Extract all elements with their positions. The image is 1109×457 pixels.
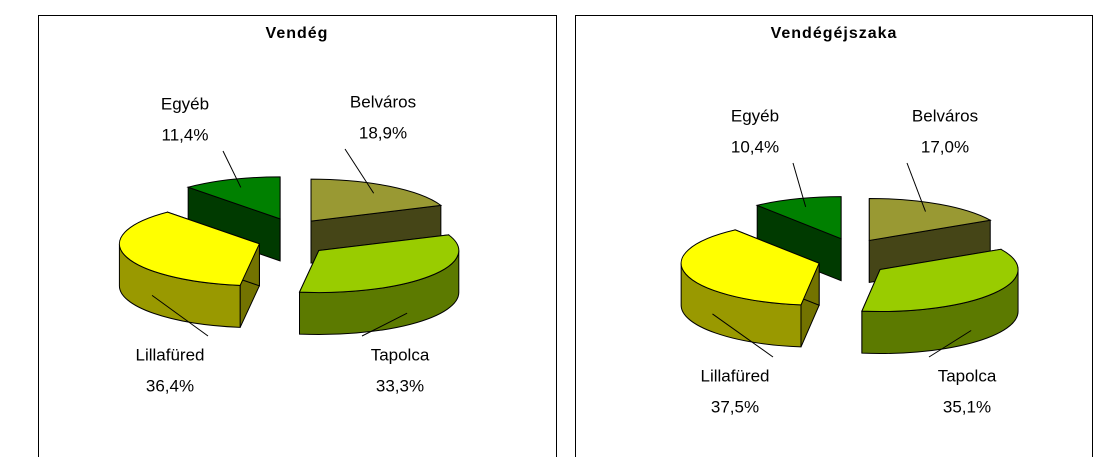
leader-line xyxy=(792,162,807,207)
leader-line xyxy=(928,330,972,358)
slice xyxy=(310,178,443,222)
leader-line xyxy=(222,150,242,188)
leader-line xyxy=(151,294,209,337)
slice-label: Egyéb xyxy=(161,94,209,113)
slice-label: Tapolca xyxy=(371,345,430,364)
slice-value-label: 37,5% xyxy=(711,397,759,416)
slice xyxy=(186,176,281,220)
slice-label: Tapolca xyxy=(938,366,997,385)
slice-value-label: 10,4% xyxy=(731,137,779,156)
slice xyxy=(868,197,992,242)
leader-line xyxy=(906,162,926,212)
leader-line xyxy=(712,313,774,358)
slice-label: Egyéb xyxy=(731,106,779,125)
slice-label: Belváros xyxy=(912,106,978,125)
slice-value-label: 36,4% xyxy=(146,376,194,395)
slice-value-label: 33,3% xyxy=(376,376,424,395)
slice xyxy=(118,211,261,286)
slice xyxy=(680,229,820,306)
slice-label: Belváros xyxy=(350,92,416,111)
chart-title: Vendégéjszaka xyxy=(771,25,898,42)
slice-value-label: 17,0% xyxy=(921,137,969,156)
slice-label: Lillafüred xyxy=(701,366,770,385)
slice-value-label: 35,1% xyxy=(943,397,991,416)
chart-frame xyxy=(38,15,557,457)
leader-line xyxy=(344,148,375,194)
slice-value-label: 11,4% xyxy=(162,125,209,144)
slice xyxy=(861,248,1019,313)
slice xyxy=(298,234,460,294)
chart-title: Vendég xyxy=(266,25,329,42)
leader-line xyxy=(361,312,408,337)
slice xyxy=(755,196,842,240)
slice-label: Lillafüred xyxy=(136,345,205,364)
slice-value-label: 18,9% xyxy=(359,123,407,142)
